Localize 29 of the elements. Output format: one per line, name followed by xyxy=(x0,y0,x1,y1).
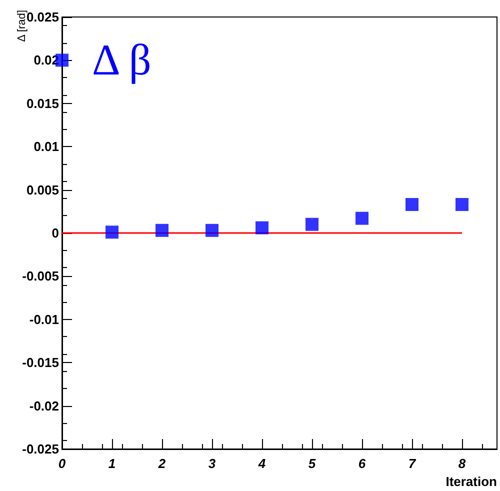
y-tick-label: -0.015 xyxy=(22,355,59,370)
y-axis-title: Δ [rad] xyxy=(16,10,28,42)
point xyxy=(406,198,418,211)
y-tick-label: -0.01 xyxy=(29,312,59,327)
x-tick-label: 4 xyxy=(257,456,266,471)
point xyxy=(256,221,268,234)
y-tick-label: 0.005 xyxy=(26,182,59,198)
point xyxy=(206,224,218,237)
point xyxy=(356,212,368,225)
x-axis-title: Iteration xyxy=(446,474,498,489)
y-tick-label: 0 xyxy=(52,226,59,240)
y-tick-label: 0.015 xyxy=(26,96,59,111)
x-tick-label: 3 xyxy=(208,456,216,471)
x-tick-label: 1 xyxy=(108,456,116,471)
point xyxy=(156,224,168,237)
point xyxy=(456,198,468,211)
x-tick-label: 5 xyxy=(308,456,316,471)
x-tick-label: 8 xyxy=(458,456,466,471)
x-tick-label: 6 xyxy=(358,456,366,471)
x-tick-label: 2 xyxy=(157,456,166,471)
point xyxy=(306,218,318,231)
y-tick-label: 0.025 xyxy=(26,10,59,24)
x-tick-label: 7 xyxy=(408,456,416,471)
y-tick-label: -0.005 xyxy=(22,268,59,284)
point xyxy=(106,226,118,239)
y-tick-label: 0.01 xyxy=(34,139,59,154)
annotation: Δ β xyxy=(92,36,152,84)
y-tick-label: -0.02 xyxy=(29,398,59,414)
y-tick-label: -0.025 xyxy=(22,442,59,456)
